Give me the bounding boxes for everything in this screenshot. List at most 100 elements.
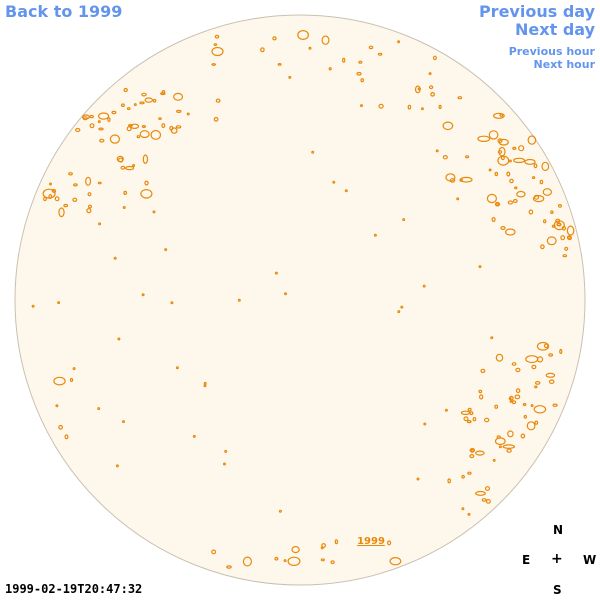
contour-ring xyxy=(543,219,547,224)
contour-dot xyxy=(203,381,207,385)
contour-dot xyxy=(283,559,287,563)
next-hour-link[interactable]: Next hour xyxy=(533,58,596,71)
contour-ring xyxy=(69,378,74,383)
contour-dot xyxy=(488,168,492,172)
contour-ring xyxy=(496,435,501,439)
contour-dot xyxy=(31,304,35,308)
contour-ring xyxy=(389,557,402,566)
contour-ring xyxy=(480,368,486,374)
contour-ring xyxy=(158,117,162,120)
contour-dot xyxy=(435,149,439,153)
contour-ring xyxy=(504,228,516,236)
contour-ring xyxy=(469,454,475,459)
contour-ring xyxy=(475,490,486,496)
contour-ring xyxy=(87,192,92,197)
contour-dot xyxy=(133,103,137,107)
contour-ring xyxy=(360,78,365,83)
contour-ring xyxy=(139,101,145,105)
previous-day-link[interactable]: Previous day xyxy=(478,2,595,21)
contour-ring xyxy=(99,138,105,143)
contour-ring xyxy=(507,200,514,205)
contour-dot xyxy=(422,284,426,288)
contour-ring xyxy=(213,116,219,122)
contour-dot xyxy=(478,265,482,269)
contour-dot xyxy=(490,336,494,340)
contour-ring xyxy=(449,178,456,183)
contour-ring xyxy=(321,543,327,548)
contour-ring xyxy=(378,103,384,109)
contour-ring xyxy=(442,121,454,131)
contour-ring xyxy=(328,67,332,71)
year-label[interactable]: 1999 xyxy=(357,536,385,547)
contour-dot xyxy=(97,120,101,124)
contour-ring xyxy=(387,540,392,546)
previous-hour-link[interactable]: Previous hour xyxy=(508,45,595,58)
contour-dot xyxy=(274,271,278,275)
contour-ring xyxy=(117,157,124,163)
contour-ring xyxy=(128,123,134,127)
contour-ring xyxy=(484,417,490,423)
contour-dot xyxy=(164,248,168,252)
contour-ring xyxy=(515,388,521,394)
contour-ring xyxy=(321,35,330,45)
contour-dot xyxy=(308,46,312,50)
contour-ring xyxy=(533,163,538,169)
contour-ring xyxy=(526,421,536,431)
contour-dot xyxy=(141,293,145,297)
contour-dot xyxy=(311,150,315,154)
contour-ring xyxy=(463,416,469,422)
contour-ring xyxy=(54,196,60,202)
contour-dot xyxy=(461,507,465,511)
contour-ring xyxy=(493,112,505,119)
contour-dot xyxy=(492,458,496,462)
contour-ring xyxy=(161,89,166,94)
next-day-link[interactable]: Next day xyxy=(515,20,595,39)
contour-ring xyxy=(176,109,182,114)
contour-ring xyxy=(472,417,477,422)
contour-ring xyxy=(111,110,117,115)
contour-dot xyxy=(332,180,336,184)
magnetic-contours xyxy=(31,30,575,569)
contour-ring xyxy=(502,444,516,449)
contour-ring xyxy=(287,556,301,567)
contour-dot xyxy=(444,408,448,412)
contour-ring xyxy=(543,343,549,349)
contour-ring xyxy=(97,181,102,185)
contour-ring xyxy=(533,405,547,414)
contour-dot xyxy=(48,182,52,186)
contour-ring xyxy=(260,47,265,53)
contour-ring xyxy=(173,92,184,101)
contour-dot xyxy=(121,420,125,424)
contour-ring xyxy=(160,92,166,96)
contour-ring xyxy=(48,194,53,200)
contour-ring xyxy=(58,424,63,430)
contour-ring xyxy=(123,190,128,195)
contour-ring xyxy=(152,98,157,103)
contour-dot xyxy=(278,509,282,513)
contour-ring xyxy=(58,207,65,218)
contour-ring xyxy=(499,113,504,117)
contour-ring xyxy=(330,560,335,565)
contour-dot xyxy=(284,292,288,296)
contour-ring xyxy=(89,114,94,119)
contour-ring xyxy=(430,92,436,97)
contour-ring xyxy=(213,43,218,46)
year-link[interactable]: 1999 xyxy=(357,536,385,547)
contour-ring xyxy=(89,123,95,129)
contour-ring xyxy=(512,146,517,150)
contour-ring xyxy=(139,130,150,139)
contour-ring xyxy=(211,46,224,57)
contour-ring xyxy=(368,45,374,50)
contour-ring xyxy=(481,498,487,502)
contour-ring xyxy=(342,57,346,63)
contour-ring xyxy=(550,210,554,215)
contour-dot xyxy=(186,112,190,116)
contour-ring xyxy=(86,208,92,214)
contour-ring xyxy=(438,104,442,110)
contour-ring xyxy=(126,126,132,132)
back-to-year-link[interactable]: Back to 1999 xyxy=(5,2,123,21)
contour-dot xyxy=(55,404,59,408)
contour-dot xyxy=(498,445,502,449)
compass-west-label: W xyxy=(583,553,597,567)
contour-ring xyxy=(334,539,339,545)
